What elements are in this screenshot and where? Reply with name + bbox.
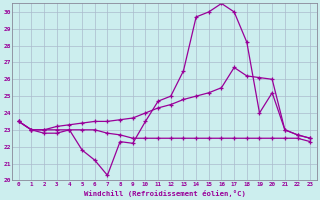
X-axis label: Windchill (Refroidissement éolien,°C): Windchill (Refroidissement éolien,°C): [84, 190, 245, 197]
